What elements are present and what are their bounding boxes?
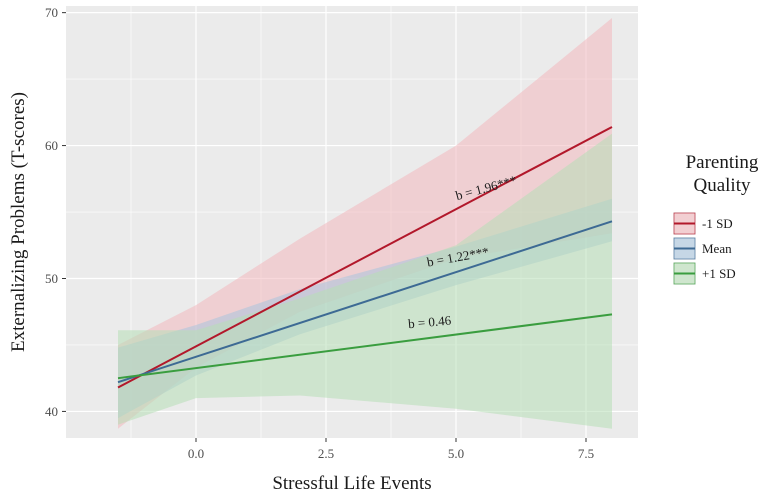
x-tick-label: 5.0 xyxy=(448,446,464,461)
confidence-bands xyxy=(118,18,612,429)
legend-label-1-sd: +1 SD xyxy=(702,266,736,281)
ci-band-1-sd xyxy=(118,133,612,429)
legend-label-mean: Mean xyxy=(702,241,732,256)
legend-label-1-sd: -1 SD xyxy=(702,216,733,231)
x-axis-ticks: 0.0 2.5 5.0 7.5 xyxy=(188,438,594,461)
line-1-sd xyxy=(117,313,613,380)
y-tick-label: 70 xyxy=(45,5,58,20)
y-tick-label: 40 xyxy=(45,404,58,419)
slope-annotation-1-sd: b = 0.46 xyxy=(407,312,452,331)
x-tick-label: 0.0 xyxy=(188,446,204,461)
legend: Parenting Quality -1 SD Mean +1 SD xyxy=(673,152,759,285)
y-tick-label: 50 xyxy=(45,271,58,286)
x-tick-label: 2.5 xyxy=(318,446,334,461)
legend-title-line-1: Parenting xyxy=(686,152,759,173)
x-axis-title: Stressful Life Events xyxy=(272,473,431,494)
x-tick-label: 7.5 xyxy=(578,446,594,461)
y-axis-ticks: 40 50 60 70 xyxy=(45,5,66,419)
regression-lines xyxy=(117,126,613,389)
y-axis-title: Externalizing Problems (T-scores) xyxy=(8,92,29,352)
line-mean xyxy=(117,220,613,384)
line-1-sd xyxy=(117,126,613,389)
y-tick-label: 60 xyxy=(45,138,58,153)
legend-title-line-2: Quality xyxy=(694,175,751,196)
